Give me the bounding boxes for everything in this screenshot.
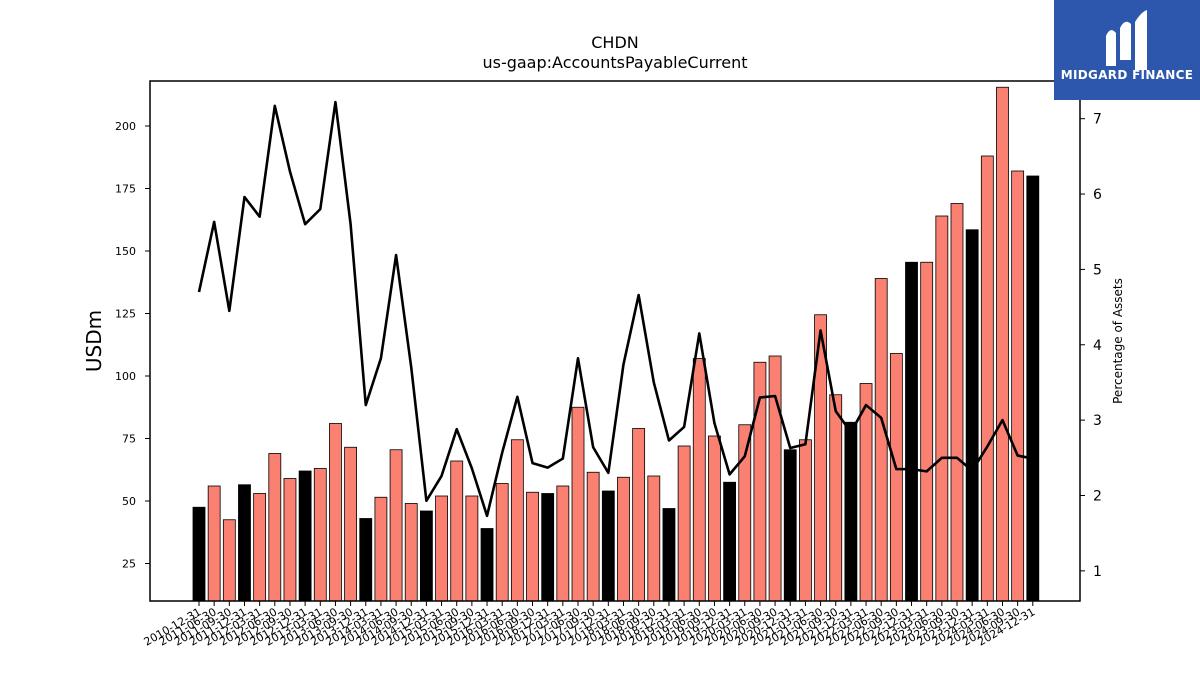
percentage-line-series (197, 100, 1034, 518)
bar (526, 491, 539, 602)
logo-text: MIDGARD FINANCE (1060, 68, 1194, 82)
y-tick-label: 175 (115, 183, 136, 196)
y2-axis-label: Percentage of Assets (1111, 278, 1125, 404)
bar (571, 406, 585, 602)
bar (632, 428, 646, 602)
logo-mark-icon (1106, 10, 1147, 70)
bar (996, 86, 1009, 602)
y-tick-label: 200 (115, 120, 136, 133)
bar (723, 481, 736, 602)
y2-tick-label: 4 (1093, 338, 1102, 354)
bar (556, 485, 570, 602)
y-tick-label: 25 (122, 558, 136, 571)
chart-subtitle: us-gaap:AccountsPayableCurrent (482, 53, 747, 72)
bar (374, 496, 388, 602)
bar (207, 485, 221, 602)
bar (1026, 175, 1040, 602)
logo: MIDGARD FINANCE (1054, 0, 1200, 100)
bar (465, 495, 479, 602)
bar (768, 355, 782, 602)
bar (844, 421, 858, 602)
bar (799, 439, 812, 602)
bar (192, 506, 206, 602)
plot-frame (149, 80, 1081, 602)
bar (298, 470, 312, 602)
bar (344, 446, 358, 602)
y-tick-label: 150 (115, 245, 136, 258)
bar (404, 503, 418, 602)
bar (329, 423, 342, 602)
bar (510, 439, 524, 602)
y-tick-label: 75 (122, 433, 136, 446)
chart-title: CHDN (591, 33, 639, 52)
y-tick-label: 100 (115, 370, 136, 383)
series-line (197, 100, 1034, 518)
bar (450, 460, 464, 602)
bar (238, 484, 251, 602)
bar (313, 468, 327, 602)
bar (647, 475, 661, 602)
bar (1011, 170, 1025, 602)
y2-tick-label: 1 (1093, 564, 1102, 580)
bar (617, 476, 630, 602)
bar (829, 394, 843, 602)
bar (935, 215, 949, 602)
bar (586, 471, 600, 602)
bar (283, 478, 297, 602)
bar (480, 528, 494, 602)
y-tick-label: 50 (122, 495, 136, 508)
y-tick-label: 125 (115, 308, 136, 321)
left-axis-ticks: 25 50 75 100 125 150 175 200 (115, 120, 150, 571)
bar (253, 493, 267, 602)
y-axis-label: USDm (82, 310, 106, 372)
bar (419, 510, 433, 602)
y2-tick-label: 7 (1093, 112, 1102, 128)
bar (783, 449, 797, 602)
bar (980, 155, 994, 602)
y2-tick-label: 3 (1093, 413, 1102, 429)
bar (268, 453, 282, 602)
bar (601, 490, 615, 602)
x-axis-ticks: 2010-12-312011-06-302011-09-302011-12-31… (142, 601, 1037, 649)
y2-tick-label: 5 (1093, 262, 1102, 278)
y2-tick-label: 6 (1093, 187, 1102, 203)
bar (965, 229, 979, 602)
bar (859, 383, 873, 602)
y2-tick-label: 2 (1093, 488, 1102, 504)
bar (222, 519, 236, 602)
bar (950, 203, 964, 602)
bar (708, 435, 721, 602)
bar (889, 353, 903, 602)
bar (692, 358, 706, 602)
bar (677, 445, 691, 602)
right-axis-ticks: 1 2 3 4 5 6 7 (1080, 112, 1102, 580)
bar (905, 261, 918, 602)
bar (541, 493, 555, 602)
bar (495, 483, 509, 602)
bar (874, 278, 888, 602)
bar (435, 495, 448, 602)
bar-series (192, 86, 1040, 602)
bar (389, 449, 403, 602)
bar (920, 261, 934, 602)
bar (359, 518, 373, 602)
bar (662, 508, 676, 602)
